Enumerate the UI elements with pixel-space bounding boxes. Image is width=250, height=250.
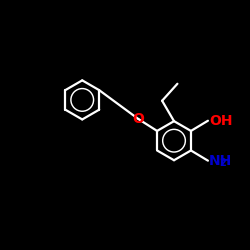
Text: O: O (132, 112, 144, 126)
Text: NH: NH (208, 154, 232, 168)
Text: OH: OH (209, 114, 232, 128)
Text: 2: 2 (219, 158, 226, 168)
